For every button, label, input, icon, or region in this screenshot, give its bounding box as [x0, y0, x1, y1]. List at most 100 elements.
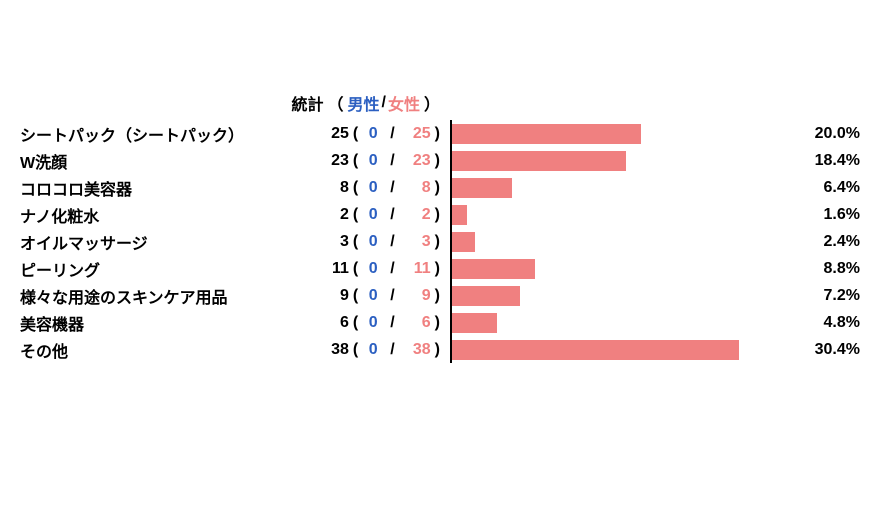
row-total: 38	[315, 341, 349, 359]
paren-open: (	[349, 179, 362, 197]
row-total: 6	[315, 314, 349, 332]
header-paren-close: ）	[420, 91, 444, 115]
row-total: 2	[315, 206, 349, 224]
row-male: 0	[362, 314, 384, 332]
row-percent: 20.0%	[790, 125, 866, 143]
row-stats: 8(0/8)	[270, 179, 450, 197]
row-bar-area	[450, 336, 790, 363]
row-bar	[452, 151, 626, 171]
header-slash: /	[380, 94, 388, 112]
row-bar-area	[450, 228, 790, 255]
row-male: 0	[362, 206, 384, 224]
paren-close: )	[431, 152, 444, 170]
row-label: ピーリング	[20, 257, 270, 281]
row-bar-area	[450, 201, 790, 228]
row-percent: 6.4%	[790, 179, 866, 197]
chart-row: シートパック（シートパック）25(0/25) 20.0%	[20, 120, 866, 147]
row-bar	[452, 205, 467, 225]
row-percent: 4.8%	[790, 314, 866, 332]
row-male: 0	[362, 341, 384, 359]
slash: /	[384, 287, 400, 305]
paren-open: (	[349, 341, 362, 359]
row-total: 23	[315, 152, 349, 170]
row-percent: 7.2%	[790, 287, 866, 305]
slash: /	[384, 125, 400, 143]
row-bar	[452, 340, 739, 360]
row-percent: 30.4%	[790, 341, 866, 359]
row-bar	[452, 178, 512, 198]
row-percent: 18.4%	[790, 152, 866, 170]
row-bar-area	[450, 174, 790, 201]
row-female: 23	[401, 152, 431, 170]
row-label: 様々な用途のスキンケア用品	[20, 284, 270, 308]
row-total: 8	[315, 179, 349, 197]
row-stats: 38(0/38)	[270, 341, 450, 359]
slash: /	[384, 206, 400, 224]
row-male: 0	[362, 179, 384, 197]
row-female: 3	[401, 233, 431, 251]
row-label: W洗顔	[20, 149, 270, 173]
row-label: コロコロ美容器	[20, 176, 270, 200]
row-female: 6	[401, 314, 431, 332]
paren-close: )	[431, 125, 444, 143]
row-total: 9	[315, 287, 349, 305]
paren-open: (	[349, 314, 362, 332]
header-male-label: 男性	[348, 91, 380, 115]
row-male: 0	[362, 260, 384, 278]
row-stats: 2(0/2)	[270, 206, 450, 224]
header-stats: 統計 （ 男性 / 女性 ）	[270, 91, 450, 115]
row-label: 美容機器	[20, 311, 270, 335]
chart-row: その他38(0/38)30.4%	[20, 336, 866, 363]
row-stats: 9(0/9)	[270, 287, 450, 305]
row-bar-area	[450, 309, 790, 336]
slash: /	[384, 341, 400, 359]
row-bar-area	[450, 255, 790, 282]
chart-header-row: 統計 （ 男性 / 女性 ）	[20, 90, 866, 116]
row-label: ナノ化粧水	[20, 203, 270, 227]
row-label: シートパック（シートパック）	[20, 122, 270, 146]
header-bar-spacer	[450, 90, 790, 116]
paren-close: )	[431, 206, 444, 224]
header-stats-label: 統計	[291, 91, 323, 115]
row-total: 25	[315, 125, 349, 143]
chart-row: ナノ化粧水2(0/2)1.6%	[20, 201, 866, 228]
row-female: 8	[401, 179, 431, 197]
row-percent: 1.6%	[790, 206, 866, 224]
row-female: 11	[401, 260, 431, 278]
paren-close: )	[431, 260, 444, 278]
row-bar	[452, 313, 497, 333]
row-bar-area	[450, 120, 790, 147]
paren-close: )	[431, 314, 444, 332]
chart-row: ピーリング11(0/11)8.8%	[20, 255, 866, 282]
row-stats: 3(0/3)	[270, 233, 450, 251]
row-stats: 25(0/25)	[270, 125, 450, 143]
chart-row: 美容機器6(0/6)4.8%	[20, 309, 866, 336]
paren-open: (	[349, 152, 362, 170]
row-label: オイルマッサージ	[20, 230, 270, 254]
row-bar	[452, 286, 520, 306]
slash: /	[384, 233, 400, 251]
row-bar	[452, 232, 475, 252]
slash: /	[384, 179, 400, 197]
row-percent: 2.4%	[790, 233, 866, 251]
row-male: 0	[362, 287, 384, 305]
paren-close: )	[431, 287, 444, 305]
header-female-label: 女性	[388, 91, 420, 115]
paren-close: )	[431, 233, 444, 251]
row-total: 11	[315, 260, 349, 278]
slash: /	[384, 152, 400, 170]
slash: /	[384, 314, 400, 332]
row-label: その他	[20, 338, 270, 362]
row-male: 0	[362, 152, 384, 170]
row-bar-area	[450, 282, 790, 309]
row-bar	[452, 124, 641, 144]
paren-open: (	[349, 206, 362, 224]
row-stats: 6(0/6)	[270, 314, 450, 332]
paren-close: )	[431, 341, 444, 359]
row-male: 0	[362, 233, 384, 251]
chart-row: オイルマッサージ3(0/3) 2.4%	[20, 228, 866, 255]
row-female: 25	[401, 125, 431, 143]
row-stats: 11(0/11)	[270, 260, 450, 278]
chart-row: W洗顔23(0/23)18.4%	[20, 147, 866, 174]
row-female: 9	[401, 287, 431, 305]
